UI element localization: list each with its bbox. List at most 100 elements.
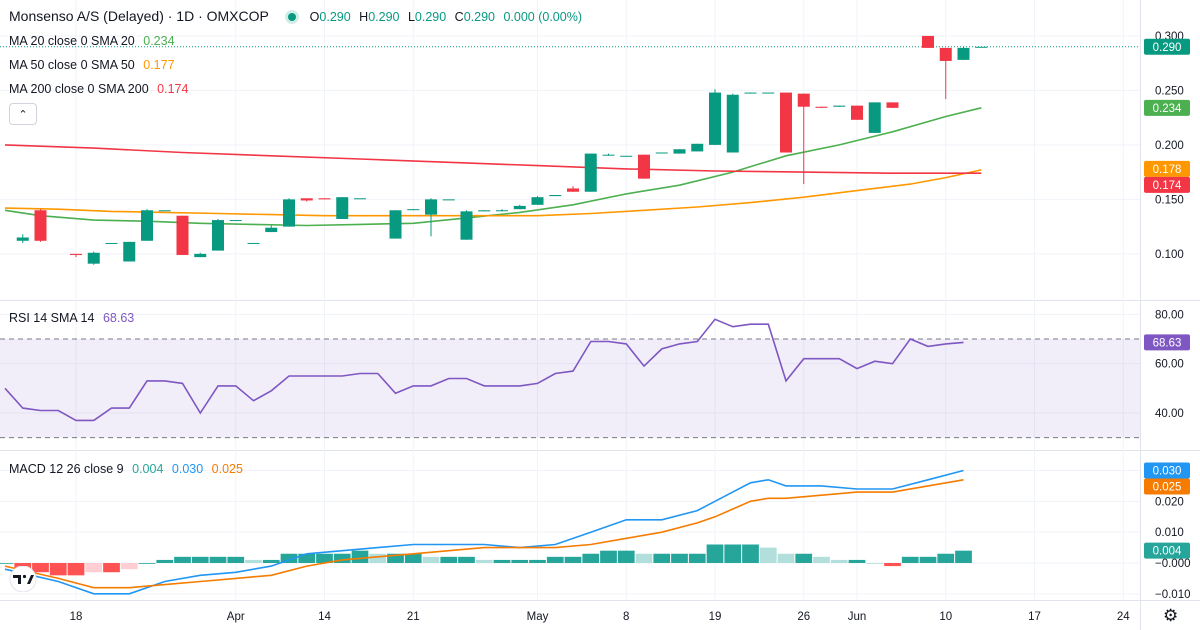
candle [673,149,686,154]
macd-hist-bar [635,553,653,563]
main-price-label: 0.178 [1144,160,1190,177]
rsi-legend[interactable]: RSI 14 SMA 14 68.63 [9,311,139,325]
candle-body [655,152,668,154]
main-price-label-bg [1144,160,1190,177]
candle-body [513,205,526,210]
ma20-legend[interactable]: MA 20 close 0 SMA 20 0.234 [9,34,180,48]
macd-price-label: 0.030 [1144,462,1190,479]
collapse-legend-button[interactable]: ⌃ [9,103,37,125]
candle-body [762,92,775,94]
candle [16,234,29,243]
x-tick-label: 8 [623,611,629,623]
macd-hist-bar [49,563,67,576]
tradingview-logo[interactable] [6,566,40,592]
macd-hist-bar [511,559,529,563]
candle-body [868,102,881,133]
candle [833,105,846,107]
macd-hist-bar [67,563,85,576]
x-tick-label: 17 [1028,611,1041,623]
macd-signal-value: 0.025 [211,462,243,476]
candle-body [939,47,952,61]
candle-body [797,93,810,107]
rsi-band [0,338,1140,439]
price-axis[interactable]: 0.3000.2500.2000.1500.10080.0060.0040.00… [1155,31,1191,601]
macd-hist-bar [795,553,813,563]
candle [709,89,721,145]
x-tick-label: 10 [939,611,952,623]
candle [638,154,650,179]
candle-body [354,198,366,200]
macd-hist-bar [884,563,901,567]
ma200-value: 0.174 [157,82,189,96]
candle-body [496,210,508,212]
x-tick-label: 26 [797,611,810,623]
candle-body [70,253,82,255]
ma20-label: MA 20 close 0 SMA 20 [9,34,135,48]
candle-body [780,92,792,153]
candle [957,46,970,60]
macd-price-label-text: 0.025 [1153,482,1182,494]
main-price-label: 0.174 [1144,176,1190,193]
gear-icon[interactable]: ⚙ [1163,606,1179,625]
candle-body [531,197,544,205]
macd-hist-bar [546,556,564,563]
macd-hist-bar [245,559,262,563]
macd-hist-bar [351,550,369,563]
main-price-label-bg [1144,176,1190,193]
ma200-label: MA 200 close 0 SMA 200 [9,82,149,96]
candle [194,252,207,258]
macd-hist-bar [475,559,493,563]
candle-body [673,149,686,154]
candle-body [389,210,402,239]
macd-legend[interactable]: MACD 12 26 close 9 0.004 0.030 0.025 [9,462,248,476]
macd-hist-bar [227,556,245,563]
candle [70,253,82,258]
ma200-legend[interactable]: MA 200 close 0 SMA 200 0.174 [9,82,193,96]
ma20-value: 0.234 [143,34,175,48]
candle-body [229,220,242,222]
time-axis[interactable]: 18 Apr 14 21 May 8 19 26 Jun 10 17 24 [70,611,1131,623]
macd-hist-bar [564,556,582,563]
macd-hist-bar [848,559,866,563]
symbol-title[interactable]: Monsenso A/S (Delayed) · 1D · OMXCOP [9,8,269,24]
candle-body [478,210,491,212]
rsi-band-fill [0,339,1140,438]
macd-hist-bar [742,544,759,563]
candle [336,197,349,219]
rsi-y-tick-label: 40.00 [1155,408,1184,420]
candle-body [176,215,189,255]
main-price-label: 0.290 [1144,38,1190,55]
candle-body [141,210,153,241]
candle [513,204,526,210]
macd-hist-bar [262,559,280,563]
rsi-price-label-bg [1144,334,1190,351]
candle-body [425,199,437,215]
macd-label: MACD 12 26 close 9 [9,462,124,476]
chevron-up-icon: ⌃ [18,108,28,121]
candle-body [726,94,739,153]
main-y-tick-label: 0.200 [1155,140,1184,152]
macd-hist-bar [156,559,174,563]
candle [34,209,47,242]
candle [478,210,491,212]
macd-hist-bar [404,553,422,563]
candle [158,210,171,212]
macd-hist-bar [138,563,156,564]
candle [265,225,278,233]
candle [176,215,189,255]
candle-body [300,198,313,201]
price-labels: 0.290 0.234 0.178 0.174 68.63 0.030 0.025 0.004 [1144,38,1190,559]
ma50-legend[interactable]: MA 50 close 0 SMA 50 0.177 [9,58,180,72]
candle [602,153,615,156]
candle-body [442,199,455,201]
macd-histogram [0,544,972,576]
macd-hist-bar [724,544,742,563]
macd-y-tick-label: 0.020 [1155,496,1184,508]
main-price-label-bg [1144,38,1190,55]
candle [247,242,260,244]
macd-hist-bar [191,556,209,563]
main-price-label-text: 0.234 [1153,103,1182,115]
candle [354,198,366,200]
candle-body [123,241,136,262]
